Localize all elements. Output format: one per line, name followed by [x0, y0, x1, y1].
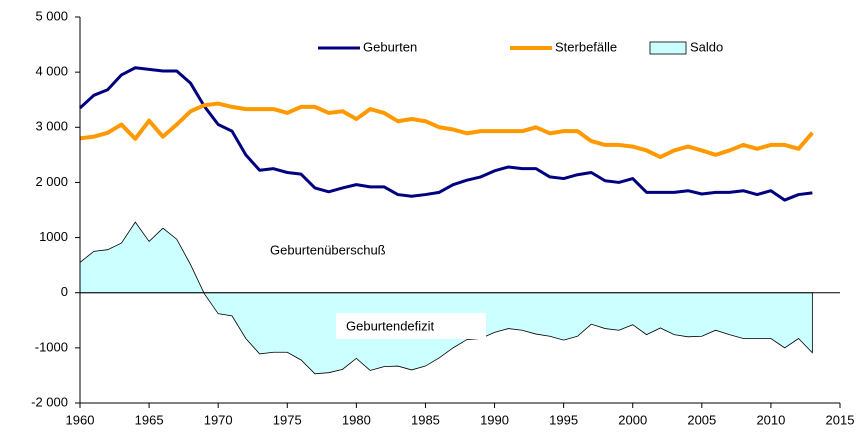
x-tick-label: 2005 [687, 412, 716, 427]
x-tick-label: 1985 [411, 412, 440, 427]
annotation: Geburtendefizit [346, 318, 435, 333]
y-tick-label: 2 000 [35, 174, 68, 189]
y-tick-label: 1000 [39, 229, 68, 244]
area [79, 221, 813, 375]
line [78, 66, 813, 202]
y-tick-label: 3 000 [35, 119, 68, 134]
x-tick-label: 1990 [480, 412, 509, 427]
annotation-box [336, 313, 486, 339]
y-tick-label: -2 000 [31, 394, 68, 409]
x-tick-label: 2010 [756, 412, 785, 427]
y-tick-label: 5 000 [35, 8, 68, 23]
x-tick-label: 1980 [342, 412, 371, 427]
legend-swatch [649, 41, 687, 55]
x-tick-label: 2000 [618, 412, 647, 427]
legend-label: Sterbefälle [555, 39, 617, 54]
y-tick-label: 4 000 [35, 64, 68, 79]
line [79, 101, 814, 160]
annotation: Geburtenüberschuß [270, 242, 386, 257]
y-tick-label: 0 [61, 284, 68, 299]
x-tick-label: 1975 [273, 412, 302, 427]
x-tick-label: 1970 [204, 412, 233, 427]
legend-label: Saldo [690, 39, 723, 54]
x-tick-label: 1965 [135, 412, 164, 427]
y-tick-label: -1000 [35, 339, 68, 354]
legend-label: Geburten [363, 39, 417, 54]
x-tick-label: 2015 [826, 412, 855, 427]
x-tick-label: 1960 [66, 412, 95, 427]
x-tick-label: 1995 [549, 412, 578, 427]
